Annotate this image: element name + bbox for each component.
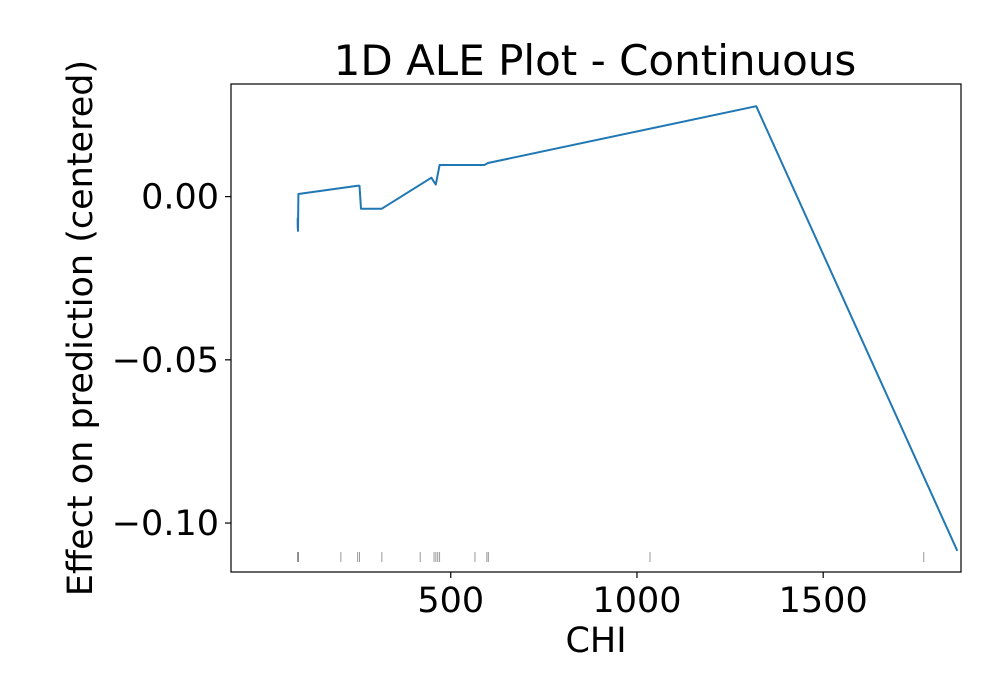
y-axis-label: Effect on prediction (centered)	[61, 60, 101, 596]
x-axis-label: CHI	[565, 621, 626, 661]
series-line-group	[296, 105, 959, 552]
series-line	[296, 105, 959, 552]
y-tick-label: 0.00	[141, 178, 219, 218]
y-axis-ticks: 0.00 −0.05 −0.10	[112, 178, 231, 544]
y-tick-label: −0.10	[112, 504, 219, 544]
x-tick-label: 500	[417, 581, 484, 621]
chart-title: 1D ALE Plot - Continuous	[334, 36, 857, 85]
x-axis-ticks: 500 1000 1500	[417, 572, 868, 621]
x-tick-label: 1000	[592, 581, 681, 621]
rug-marks	[297, 552, 925, 562]
y-tick-label: −0.05	[112, 341, 219, 381]
x-tick-label: 1500	[779, 581, 868, 621]
plot-area	[230, 83, 962, 573]
